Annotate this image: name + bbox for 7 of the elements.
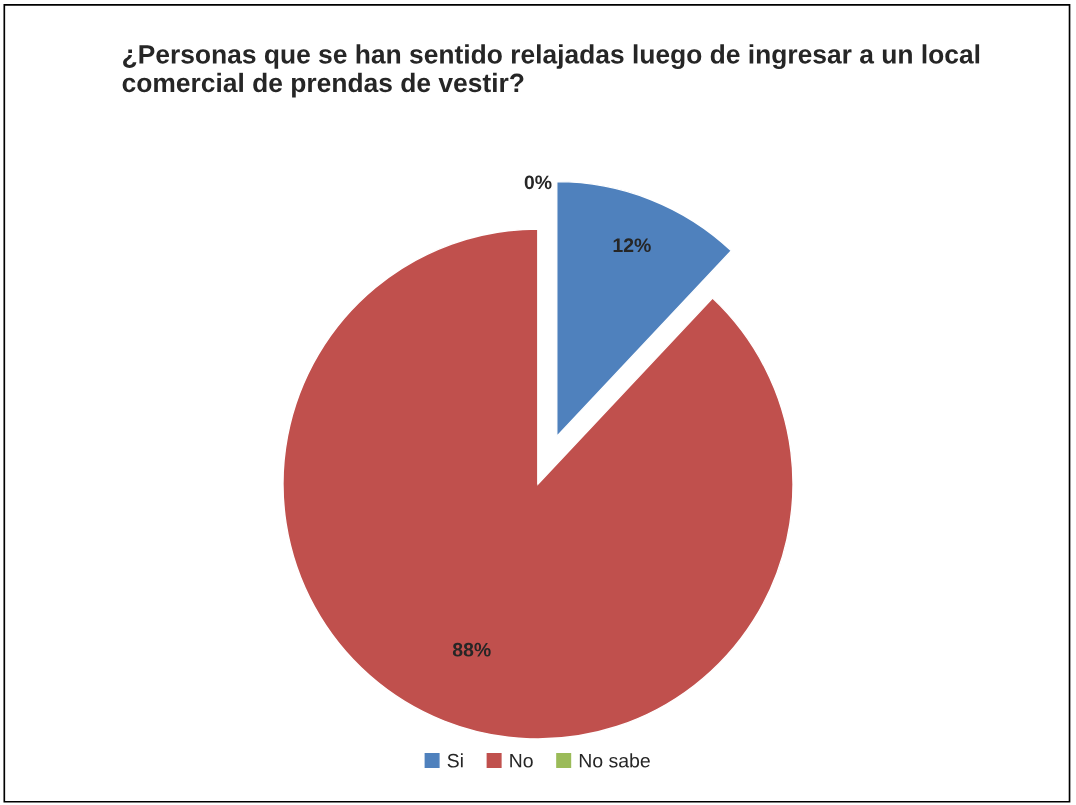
legend-label: No bbox=[510, 753, 533, 768]
data-label: 88% bbox=[452, 642, 491, 657]
legend-label: Si bbox=[447, 753, 463, 768]
text: 0% bbox=[524, 175, 552, 190]
legend-label: No sabe bbox=[579, 753, 650, 768]
data-label: 12% bbox=[613, 238, 651, 253]
chart-title: ¿Personas que se han sentido relajadas luego de ingresar a un local comercial de prendas de vestir? bbox=[122, 44, 980, 98]
